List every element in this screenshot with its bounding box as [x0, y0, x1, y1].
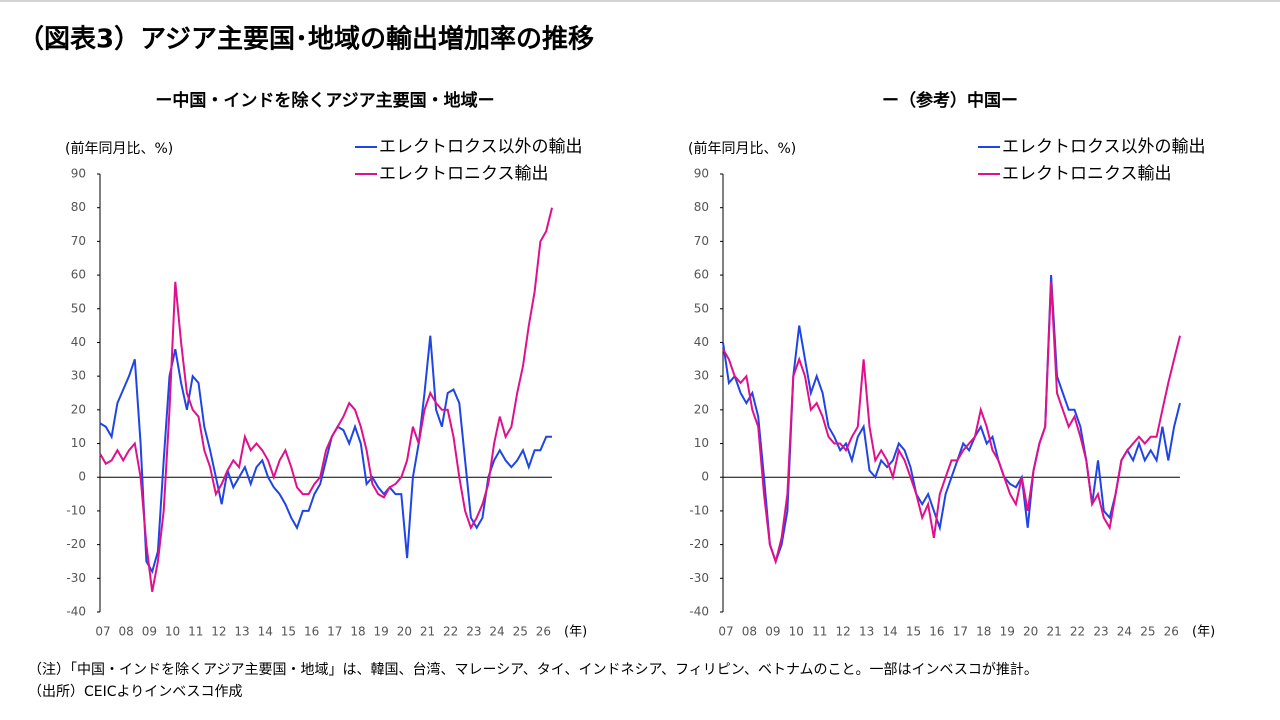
y-axis-label: (前年同月比、%) — [65, 140, 173, 157]
x-tick-label: 09 — [765, 625, 780, 639]
y-tick-label: 0 — [78, 470, 86, 484]
y-tick-label: -40 — [66, 605, 86, 619]
page-title: （図表3）アジア主要国･地域の輸出増加率の推移 — [18, 24, 594, 55]
x-tick-label: 13 — [234, 625, 249, 639]
y-tick-label: -30 — [66, 571, 86, 585]
x-tick-label: 16 — [929, 625, 944, 639]
y-tick-label: -30 — [689, 571, 709, 585]
legend-label: エレクトロクス以外の輸出 — [1002, 137, 1206, 157]
y-tick-label: 10 — [71, 436, 86, 450]
x-tick-label: 25 — [513, 625, 528, 639]
series-line — [722, 281, 1181, 566]
y-tick-label: 80 — [694, 200, 709, 214]
x-tick-label: 26 — [536, 625, 551, 639]
legend-label: エレクトロクス以外の輸出 — [379, 137, 583, 157]
y-tick-label: 10 — [694, 436, 709, 450]
x-tick-label: 24 — [489, 625, 504, 639]
legend-label: エレクトロニクス輸出 — [1002, 164, 1172, 184]
y-tick-label: 70 — [694, 234, 709, 248]
legend-label: エレクトロニクス輸出 — [379, 164, 549, 184]
chart-title: ー（参考）中国ー — [882, 90, 1018, 111]
x-tick-label: 15 — [906, 625, 921, 639]
y-tick-label: 80 — [71, 200, 86, 214]
series-line — [99, 207, 553, 592]
x-tick-label: 10 — [789, 625, 804, 639]
x-axis-label: (年) — [564, 625, 587, 640]
x-tick-label: 18 — [976, 625, 991, 639]
y-tick-label: 40 — [694, 335, 709, 349]
y-tick-label: -40 — [689, 605, 709, 619]
x-tick-label: 24 — [1117, 625, 1132, 639]
x-tick-label: 07 — [718, 625, 733, 639]
x-tick-label: 23 — [466, 625, 481, 639]
x-tick-label: 21 — [420, 625, 435, 639]
y-tick-label: 90 — [71, 167, 86, 181]
x-tick-label: 21 — [1046, 625, 1061, 639]
y-tick-label: 60 — [71, 268, 86, 282]
x-tick-label: 12 — [211, 625, 226, 639]
x-tick-label: 10 — [165, 625, 180, 639]
x-tick-label: 13 — [859, 625, 874, 639]
x-tick-label: 14 — [882, 625, 897, 639]
x-tick-label: 14 — [258, 625, 273, 639]
x-tick-label: 15 — [281, 625, 296, 639]
y-tick-label: 30 — [71, 369, 86, 383]
x-tick-label: 16 — [304, 625, 319, 639]
y-tick-label: 50 — [694, 301, 709, 315]
y-tick-label: -20 — [66, 537, 86, 551]
x-tick-label: 18 — [350, 625, 365, 639]
x-tick-label: 09 — [142, 625, 157, 639]
x-axis-label: (年) — [1192, 625, 1215, 640]
y-tick-label: 20 — [71, 402, 86, 416]
x-tick-label: 19 — [1000, 625, 1015, 639]
x-tick-label: 22 — [443, 625, 458, 639]
y-tick-label: 70 — [71, 234, 86, 248]
y-tick-label: -20 — [689, 537, 709, 551]
x-tick-label: 22 — [1070, 625, 1085, 639]
x-tick-label: 17 — [953, 625, 968, 639]
x-tick-label: 23 — [1093, 625, 1108, 639]
x-tick-label: 11 — [188, 625, 203, 639]
x-tick-label: 08 — [119, 625, 134, 639]
y-tick-label: 90 — [694, 167, 709, 181]
x-tick-label: 17 — [327, 625, 342, 639]
y-tick-label: 20 — [694, 402, 709, 416]
x-tick-label: 19 — [374, 625, 389, 639]
y-axis-label: (前年同月比、%) — [688, 140, 796, 157]
y-tick-label: -10 — [66, 503, 86, 517]
y-tick-label: 40 — [71, 335, 86, 349]
x-tick-label: 25 — [1140, 625, 1155, 639]
series-line — [722, 275, 1181, 565]
x-tick-label: 08 — [742, 625, 757, 639]
series-line — [99, 335, 552, 575]
x-tick-label: 11 — [812, 625, 827, 639]
note: （注）「中国・インドを除くアジア主要国・地域」は、韓国、台湾、マレーシア、タイ、… — [28, 661, 1038, 678]
y-tick-label: 0 — [701, 470, 709, 484]
x-tick-label: 20 — [1023, 625, 1038, 639]
y-tick-label: 50 — [71, 301, 86, 315]
source: （出所）CEICよりインベスコ作成 — [28, 684, 243, 700]
y-tick-label: -10 — [689, 503, 709, 517]
x-tick-label: 26 — [1164, 625, 1179, 639]
x-tick-label: 20 — [397, 625, 412, 639]
x-tick-label: 12 — [836, 625, 851, 639]
x-tick-label: 07 — [95, 625, 110, 639]
chart-title: ー中国・インドを除くアジア主要国・地域ー — [155, 90, 494, 111]
y-tick-label: 30 — [694, 369, 709, 383]
y-tick-label: 60 — [694, 268, 709, 282]
